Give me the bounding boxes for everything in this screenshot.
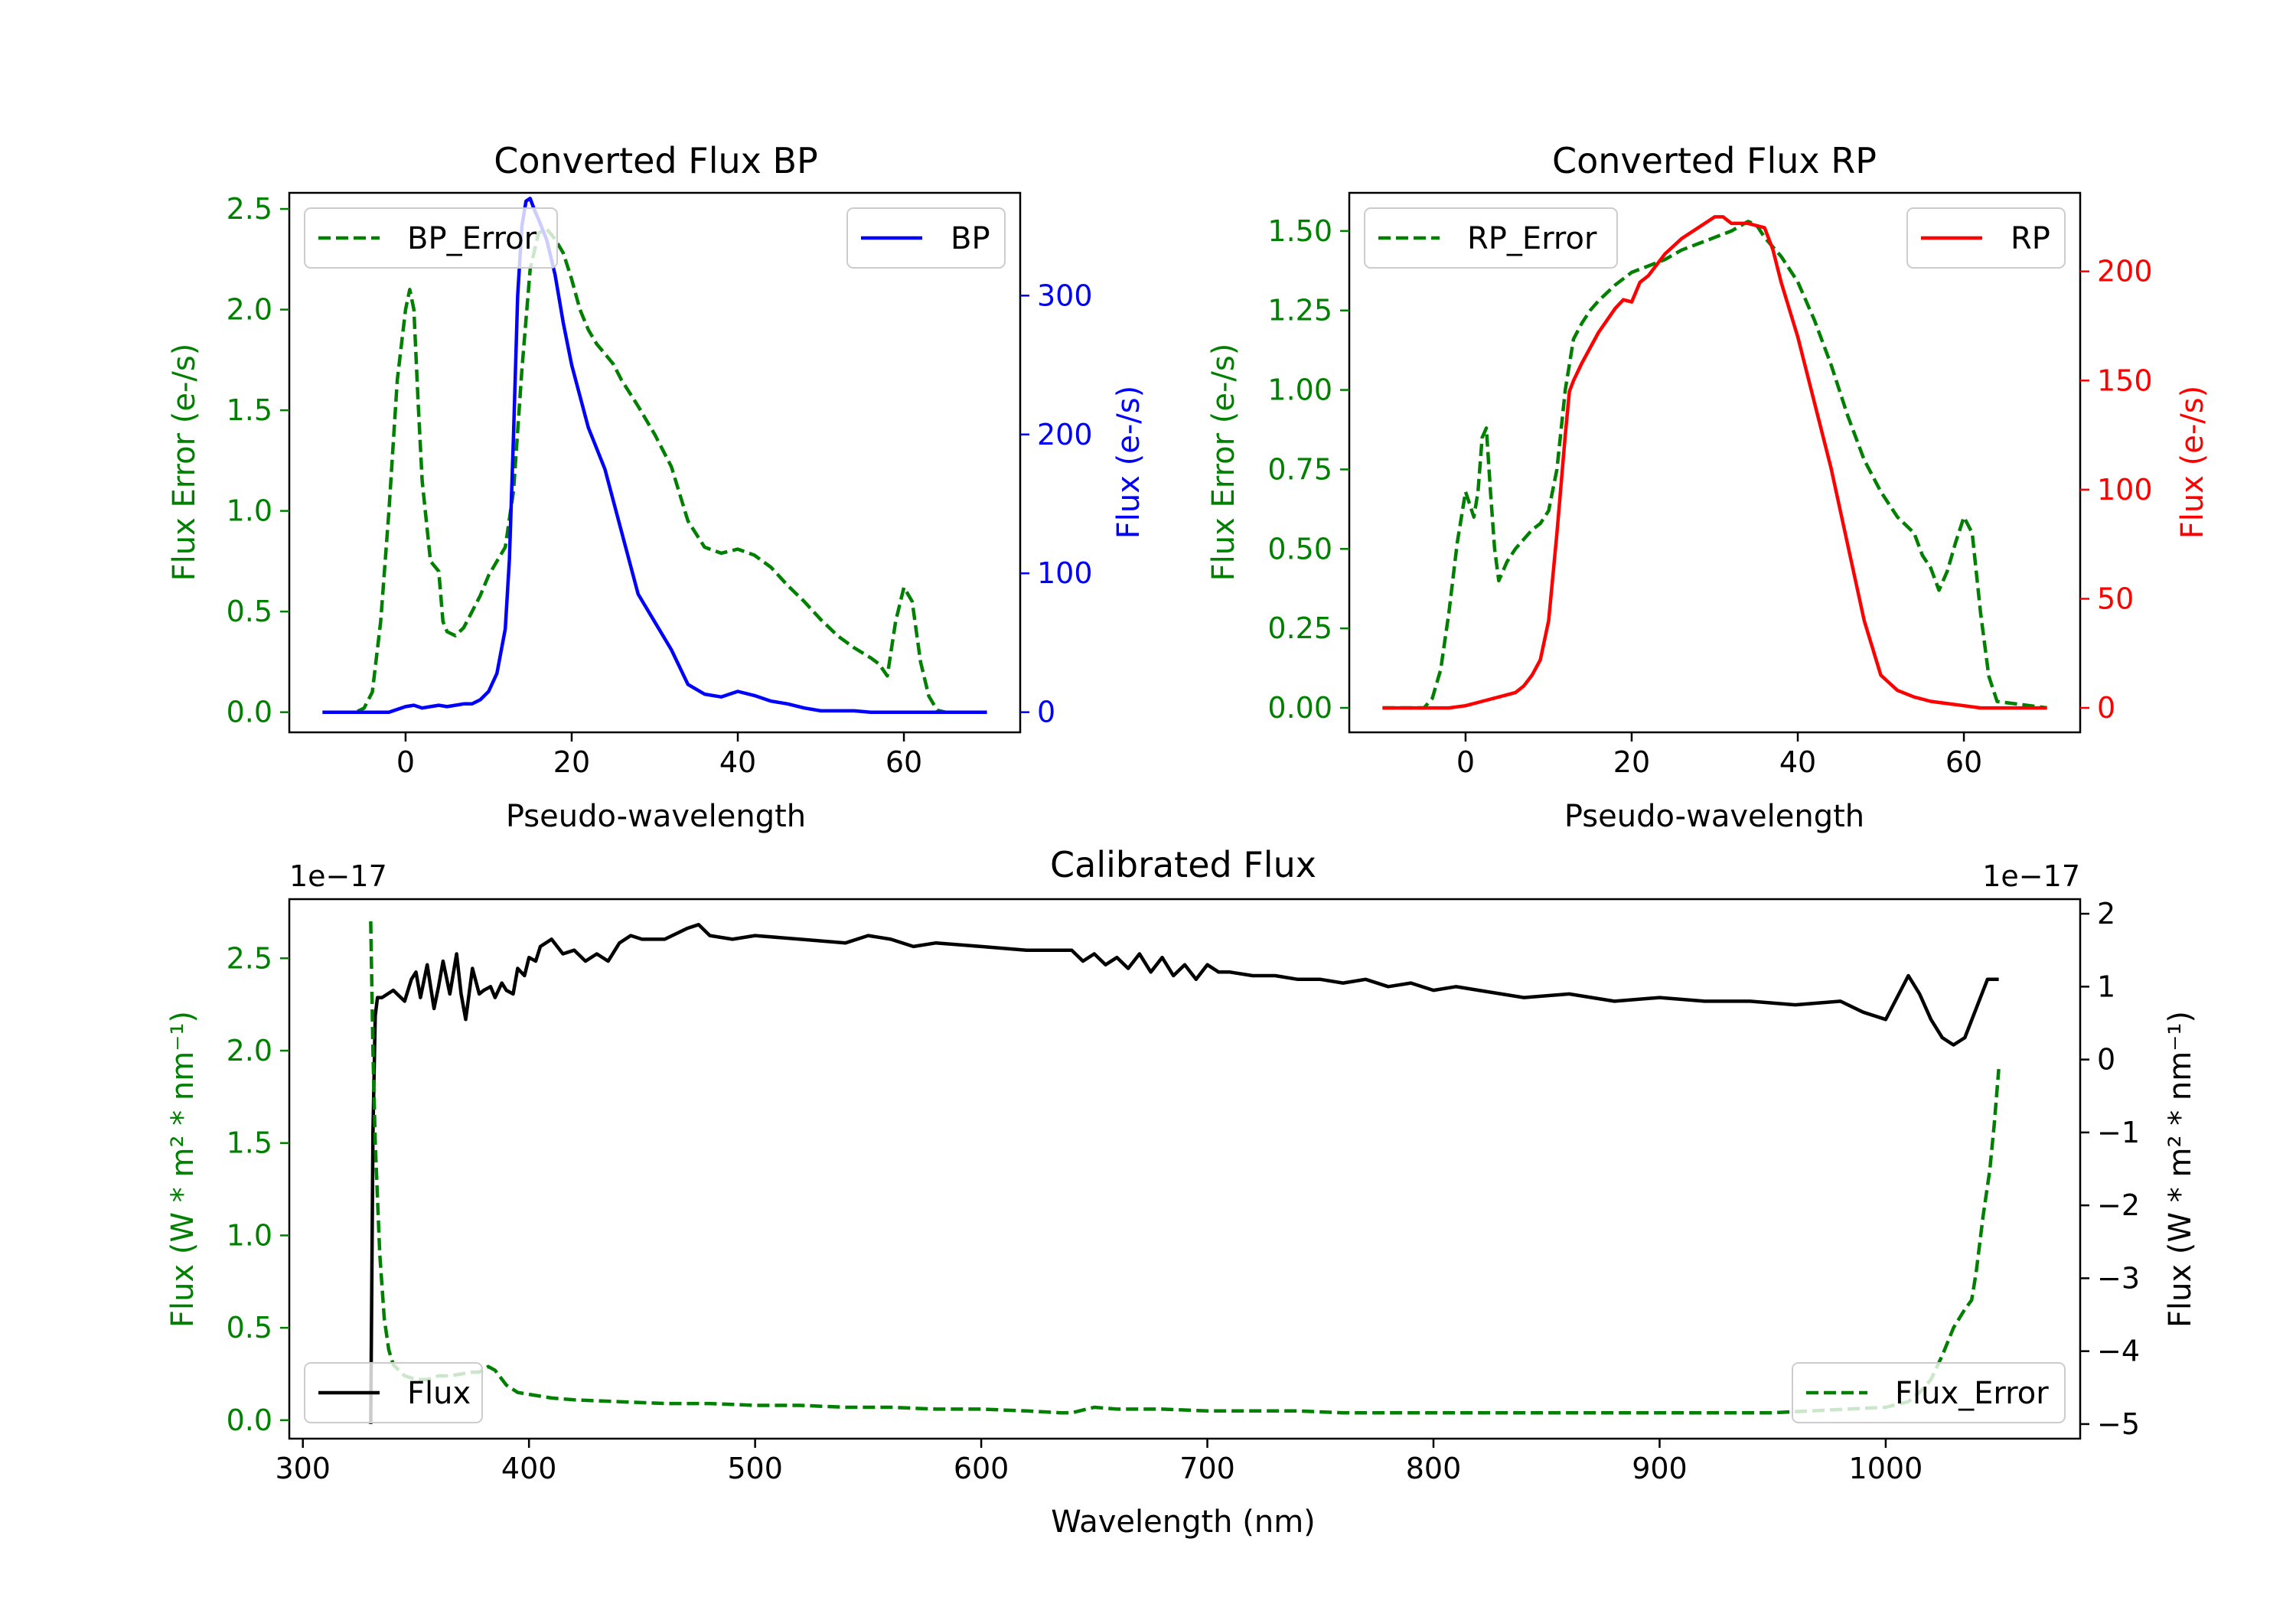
rp-left-y-tick-label: 1.00 [1267, 373, 1332, 407]
rp-x-tick-label: 40 [1779, 745, 1816, 779]
flux-legend: Flux [304, 1362, 483, 1423]
bp-left-y-tick-label: 1.5 [227, 393, 272, 427]
rp-x-tick-label: 60 [1945, 745, 1982, 779]
bp-series-bp-error [322, 227, 987, 714]
bp-axes-frame [288, 191, 1022, 734]
flux-error-legend-label: Flux_Error [1895, 1376, 2049, 1411]
calibrated-axes-frame [288, 898, 2082, 1440]
rp-right-y-tick-label: 50 [2097, 582, 2134, 615]
bp-panel: Converted Flux BP 0 20 40 60 0.0 0.5 1.0 1.5 2.0… [167, 140, 1146, 834]
calibrated-right-y-tick-label: −3 [2097, 1261, 2140, 1295]
bp-x-axis-label: Pseudo-wavelength [506, 799, 806, 834]
rp-left-y-tick-label: 0.25 [1267, 611, 1332, 645]
rp-left-y-tick-label: 1.50 [1267, 214, 1332, 248]
calibrated-right-y-tick-label: 1 [2097, 970, 2115, 1003]
bp-left-y-tick-label: 0.0 [227, 696, 272, 729]
calibrated-left-y-tick-label: 1.5 [227, 1126, 272, 1160]
calibrated-right-y-tick-label: −1 [2097, 1116, 2140, 1149]
bp-left-y-tick-label: 2.5 [227, 192, 272, 226]
rp-legend-label: RP [2011, 221, 2050, 256]
calibrated-ticks: 300 400 500 600 700 800 900 1000 0.0 0.5 1.0 1.5 2.0… [227, 897, 2140, 1485]
bp-error-legend-label: BP_Error [407, 221, 537, 256]
bp-x-tick-label: 40 [719, 745, 756, 779]
bp-x-tick-label: 0 [396, 745, 415, 779]
calibrated-series-flux-error [369, 921, 2001, 1415]
rp-error-legend: RP_Error [1364, 207, 1618, 269]
bp-x-tick-label: 60 [885, 745, 922, 779]
calibrated-right-y-tick-label: −5 [2097, 1407, 2140, 1441]
calibrated-plot-area [369, 921, 2001, 1424]
calibrated-left-y-tick-label: 1.0 [227, 1218, 272, 1252]
rp-left-axis-label: Flux Error (e-/s) [1206, 344, 1241, 582]
calibrated-x-tick-label: 400 [501, 1452, 557, 1485]
rp-x-tick-label: 20 [1613, 745, 1650, 779]
bp-left-axis-label: Flux Error (e-/s) [167, 344, 202, 582]
rp-right-axis-label: Flux (e-/s) [2175, 386, 2210, 539]
calibrated-right-y-tick-label: −4 [2097, 1335, 2140, 1368]
bp-left-y-tick-label: 1.0 [227, 494, 272, 528]
rp-series-rp-error [1382, 220, 2047, 710]
calibrated-panel: Calibrated Flux 1e−17 1e−17 300 400 500 600… [165, 844, 2198, 1540]
calibrated-x-tick-label: 900 [1632, 1452, 1688, 1485]
calibrated-right-y-tick-label: 0 [2097, 1043, 2115, 1077]
flux-legend-label: Flux [407, 1376, 471, 1411]
calibrated-left-offset-label: 1e−17 [289, 859, 387, 893]
calibrated-chart-title: Calibrated Flux [1050, 844, 1316, 885]
calibrated-x-tick-label: 500 [727, 1452, 783, 1485]
bp-series-bp [322, 197, 987, 714]
rp-ticks: 0 20 40 60 0.00 0.25 0.50 0.75 1.00 1.25 1.50 0 50 10… [1267, 214, 2152, 779]
calibrated-x-tick-label: 600 [954, 1452, 1009, 1485]
rp-right-y-tick-label: 150 [2097, 363, 2153, 397]
bp-right-y-tick-label: 0 [1037, 696, 1055, 729]
rp-left-y-tick-label: 0.50 [1267, 532, 1332, 566]
calibrated-right-y-tick-label: 2 [2097, 897, 2115, 931]
bp-right-y-tick-label: 100 [1037, 556, 1093, 590]
rp-series-rp [1382, 215, 2047, 710]
rp-left-y-tick-label: 0.00 [1267, 691, 1332, 725]
rp-plot-area [1382, 215, 2047, 710]
rp-chart-title: Converted Flux RP [1552, 140, 1877, 181]
calibrated-left-axis-label: Flux (W * m² * nm⁻¹) [165, 1011, 201, 1328]
rp-x-tick-label: 0 [1456, 745, 1475, 779]
calibrated-x-tick-label: 1000 [1849, 1452, 1923, 1485]
bp-right-y-tick-label: 200 [1037, 418, 1093, 451]
calibrated-right-axis-label: Flux (W * m² * nm⁻¹) [2163, 1011, 2198, 1328]
rp-x-axis-label: Pseudo-wavelength [1564, 799, 1864, 834]
bp-left-y-tick-label: 0.5 [227, 595, 272, 628]
bp-legend: BP [846, 207, 1006, 269]
calibrated-x-axis-label: Wavelength (nm) [1051, 1504, 1316, 1540]
rp-left-y-tick-label: 0.75 [1267, 452, 1332, 486]
rp-right-y-tick-label: 200 [2097, 255, 2153, 288]
calibrated-right-offset-label: 1e−17 [1982, 859, 2080, 893]
calibrated-x-tick-label: 800 [1406, 1452, 1462, 1485]
rp-right-y-tick-label: 100 [2097, 473, 2153, 507]
bp-right-axis-label: Flux (e-/s) [1111, 386, 1146, 539]
calibrated-left-y-tick-label: 2.5 [227, 941, 272, 975]
bp-legend-label: BP [951, 221, 990, 256]
calibrated-series-flux [369, 923, 1999, 1424]
bp-plot-area [322, 197, 987, 714]
rp-axes-frame [1348, 191, 2082, 734]
flux-error-legend: Flux_Error [1792, 1362, 2066, 1423]
calibrated-left-y-tick-label: 0.0 [227, 1403, 272, 1437]
rp-legend: RP [1906, 207, 2066, 269]
rp-error-legend-label: RP_Error [1467, 221, 1597, 256]
bp-error-legend: BP_Error [304, 207, 558, 269]
rp-left-y-tick-label: 1.25 [1267, 294, 1332, 328]
calibrated-left-y-tick-label: 2.0 [227, 1034, 272, 1068]
calibrated-left-y-tick-label: 0.5 [227, 1311, 272, 1345]
calibrated-right-y-tick-label: −2 [2097, 1188, 2140, 1222]
bp-left-y-tick-label: 2.0 [227, 293, 272, 327]
calibrated-x-tick-label: 700 [1179, 1452, 1235, 1485]
bp-right-y-tick-label: 300 [1037, 279, 1093, 312]
rp-right-y-tick-label: 0 [2097, 691, 2115, 725]
bp-ticks: 0 20 40 60 0.0 0.5 1.0 1.5 2.0 2.5 0 100 200 300 [227, 192, 1093, 779]
calibrated-x-tick-label: 300 [275, 1452, 331, 1485]
rp-panel: Converted Flux RP 0 20 40 60 0.00 0.25 0.50 0.7… [1206, 140, 2210, 834]
bp-chart-title: Converted Flux BP [494, 140, 818, 181]
bp-x-tick-label: 20 [553, 745, 590, 779]
